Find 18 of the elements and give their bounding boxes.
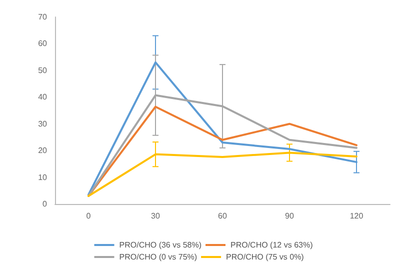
y-tick-label: 70 bbox=[38, 12, 48, 22]
x-tick-label: 120 bbox=[350, 212, 364, 220]
legend-label: PRO/CHO (36 vs 58%) bbox=[119, 240, 202, 250]
legend-label: PRO/CHO (0 vs 75%) bbox=[119, 252, 198, 262]
y-tick-label: 20 bbox=[38, 146, 48, 156]
line-series bbox=[88, 61, 358, 196]
y-tick-label: 0 bbox=[42, 200, 48, 208]
x-tick-label: 60 bbox=[218, 212, 228, 220]
y-tick-label: 50 bbox=[38, 66, 48, 75]
legend-label: PRO/CHO (75 vs 0%) bbox=[226, 252, 304, 262]
y-tick-label: 10 bbox=[38, 172, 48, 182]
y-tick-label: 40 bbox=[38, 92, 48, 102]
x-tick-label: 0 bbox=[86, 212, 92, 220]
y-tick-label: 30 bbox=[38, 119, 48, 128]
legend-label: PRO/CHO (12 vs 63%) bbox=[230, 240, 314, 250]
x-tick-label: 90 bbox=[285, 212, 294, 220]
x-tick-label: 30 bbox=[151, 212, 160, 220]
y-tick-label: 60 bbox=[38, 39, 48, 48]
